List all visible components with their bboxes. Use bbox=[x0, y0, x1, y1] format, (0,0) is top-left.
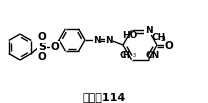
Text: C: C bbox=[120, 51, 126, 60]
Text: O: O bbox=[38, 52, 46, 62]
Text: S: S bbox=[38, 42, 46, 52]
Text: $_3$: $_3$ bbox=[131, 52, 136, 60]
Text: N: N bbox=[93, 36, 101, 44]
Text: N: N bbox=[105, 36, 113, 44]
Text: N: N bbox=[145, 26, 152, 35]
Text: CN: CN bbox=[145, 51, 160, 60]
Text: CH: CH bbox=[151, 33, 166, 42]
Text: O: O bbox=[165, 41, 173, 51]
Text: 分散黄114: 分散黄114 bbox=[82, 92, 126, 102]
Text: HO: HO bbox=[122, 31, 137, 40]
Text: 3: 3 bbox=[161, 36, 165, 42]
Text: H: H bbox=[123, 51, 130, 60]
Text: O: O bbox=[51, 42, 59, 52]
Text: O: O bbox=[38, 32, 46, 42]
